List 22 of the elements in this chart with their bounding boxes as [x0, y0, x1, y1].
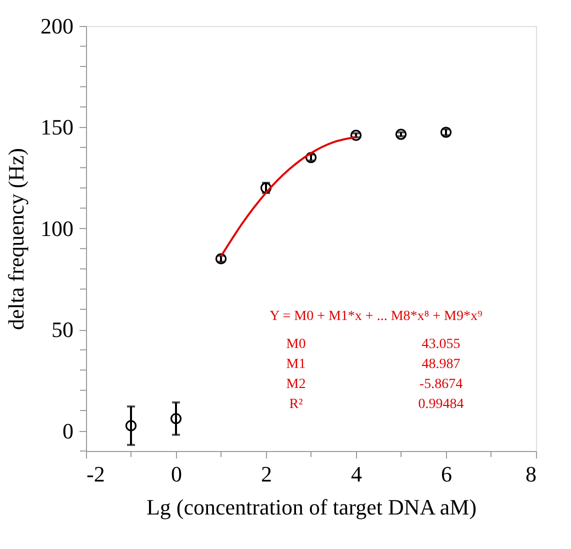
x-tick-label: 4: [351, 462, 362, 486]
annotation: 48.987: [422, 357, 460, 372]
annotation: -5.8674: [419, 377, 463, 392]
x-tick-label: 6: [441, 462, 452, 486]
x-tick-label: 2: [261, 462, 272, 486]
annotation: Y = M0 + M1*x + ... M8*x⁸ + M9*x⁹: [270, 309, 482, 324]
y-tick-label: 50: [52, 317, 74, 342]
y-tick-label: 150: [40, 114, 74, 140]
y-tick-label: 0: [62, 418, 74, 444]
annotation: M1: [286, 357, 306, 372]
annotation: 0.99484: [418, 397, 464, 412]
x-tick-label: -2: [86, 462, 105, 486]
x-tick-label: 8: [526, 462, 536, 486]
annotation: 43.055: [422, 337, 460, 352]
annotation: M0: [286, 337, 306, 352]
x-axis-title: Lg (concentration of target DNA aM): [146, 494, 477, 520]
annotation: R²: [289, 397, 303, 412]
y-tick-label: 100: [40, 216, 74, 241]
x-tick-label: 0: [171, 462, 182, 486]
y-axis-title: delta frequency (Hz): [4, 148, 28, 330]
annotation: M2: [286, 377, 306, 392]
y-tick-label: 200: [40, 14, 74, 38]
